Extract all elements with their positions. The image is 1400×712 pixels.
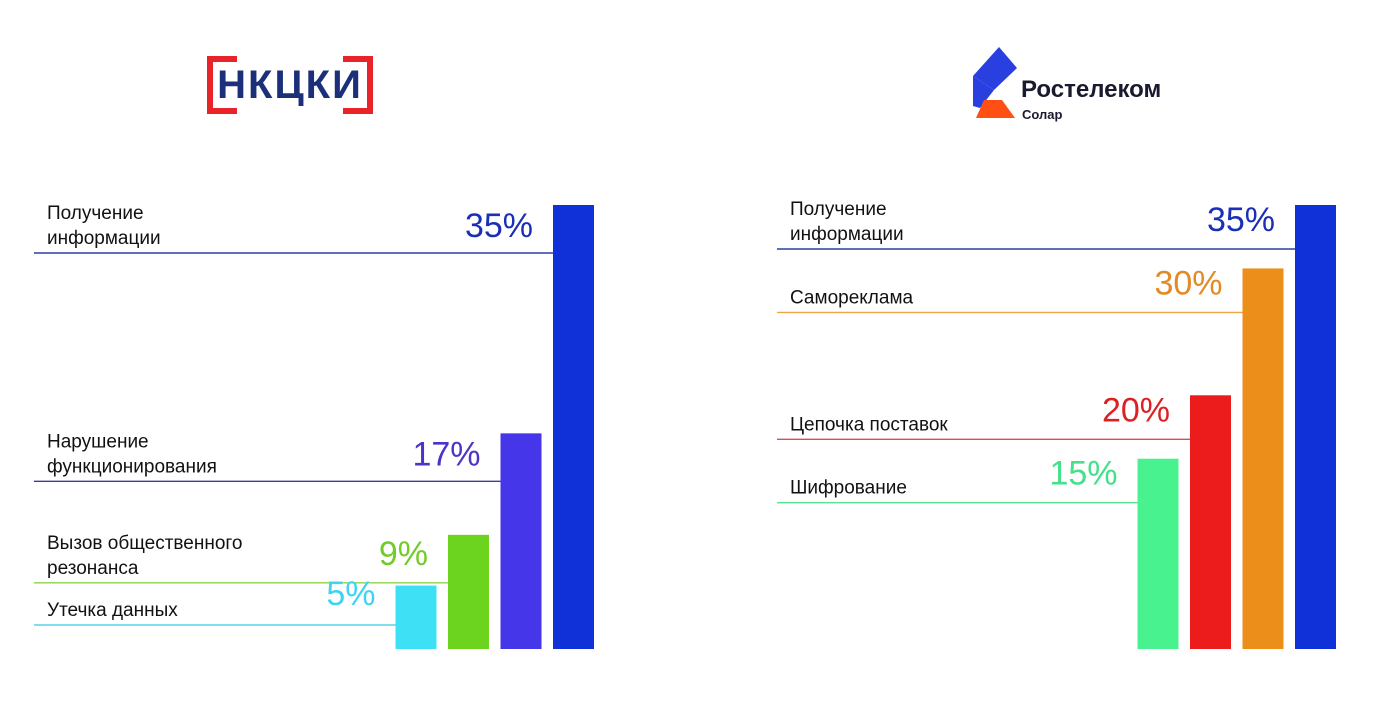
- value-label-1: 17%: [412, 435, 480, 473]
- category-label-3-line-0: Шифрование: [790, 478, 907, 499]
- rostelecom-brand-name: Ростелеком: [1021, 76, 1162, 103]
- nkcki-logo: НКЦКИ: [207, 56, 373, 114]
- nkcki-chart-panel: НКЦКИ Получение информации 35% Нарушение фун…: [34, 56, 594, 649]
- value-label-3: 5%: [326, 575, 375, 613]
- category-label-0-line-1: информации: [47, 228, 161, 249]
- value-label-2: 20%: [1102, 391, 1170, 429]
- rostelecom-chart-panel: Получение информации 35% Самореклама 30% Цепо…: [700, 0, 1400, 712]
- nkcki-logo-text: НКЦКИ: [217, 63, 363, 107]
- nkcki-bar-chart: Получение информации 35% Нарушение функциони…: [34, 203, 594, 649]
- rostelecom-bar-chart: Получение информации 35% Самореклама 30% Цепо…: [777, 199, 1336, 649]
- logo-frame-gap-top: [237, 56, 343, 62]
- bar-3: [395, 585, 437, 649]
- category-label-1-line-0: Нарушение: [47, 431, 149, 452]
- rostelecom-solar-logo: Ростелеком Солар: [972, 46, 1212, 126]
- category-label-1-line-0: Самореклама: [790, 287, 914, 308]
- bar-3: [1137, 458, 1179, 649]
- category-label-1-line-1: функционирования: [47, 456, 217, 477]
- bar-2: [1190, 395, 1231, 649]
- bar-1: [1242, 268, 1284, 649]
- category-label-2-line-0: Вызов общественного: [47, 533, 242, 554]
- value-label-0: 35%: [1207, 201, 1275, 239]
- bar-0: [553, 205, 594, 649]
- category-label-0-line-0: Получение: [47, 203, 144, 224]
- category-label-2-line-0: Цепочка поставок: [790, 414, 948, 435]
- logo-frame-gap-bottom: [237, 108, 343, 114]
- bar-1: [500, 433, 542, 649]
- category-label-0-line-0: Получение: [790, 199, 887, 220]
- bar-0: [1295, 205, 1336, 649]
- rostelecom-logo-icon: [973, 47, 1017, 118]
- value-label-0: 35%: [465, 207, 533, 245]
- value-label-3: 15%: [1049, 455, 1117, 493]
- rostelecom-brand-sub: Солар: [1022, 107, 1063, 122]
- category-label-2-line-1: резонанса: [47, 558, 139, 579]
- value-label-1: 30%: [1154, 264, 1222, 302]
- bar-2: [448, 534, 489, 649]
- value-label-2: 9%: [379, 535, 428, 573]
- category-label-0-line-1: информации: [790, 224, 904, 245]
- category-label-3-line-0: Утечка данных: [47, 600, 178, 621]
